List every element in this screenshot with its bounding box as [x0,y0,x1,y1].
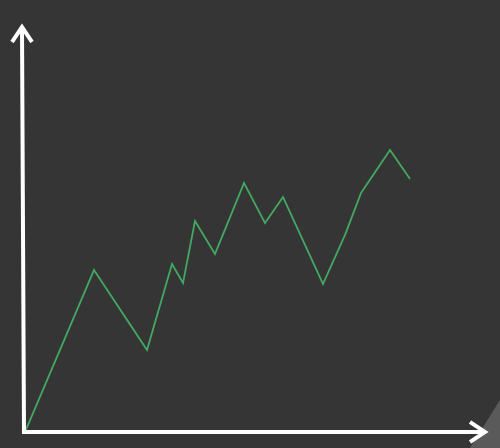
plot-area [24,148,411,433]
x-axis-arrow [468,420,489,444]
data-line [24,148,411,433]
y-axis [20,27,26,435]
y-axis-arrow [10,23,34,44]
